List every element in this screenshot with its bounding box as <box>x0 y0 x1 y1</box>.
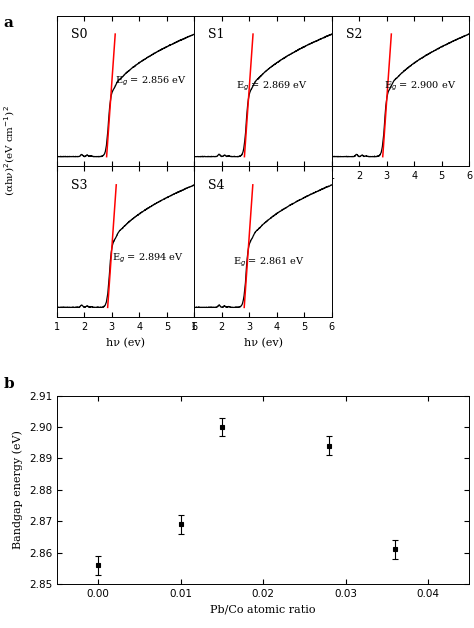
Y-axis label: Bandgap energy (eV): Bandgap energy (eV) <box>13 430 23 550</box>
X-axis label: hν (ev): hν (ev) <box>106 338 145 348</box>
Text: E$_g$ = 2.869 eV: E$_g$ = 2.869 eV <box>236 80 308 93</box>
Text: S4: S4 <box>208 178 225 192</box>
Text: b: b <box>4 377 14 391</box>
Text: E$_g$ = 2.894 eV: E$_g$ = 2.894 eV <box>112 251 184 265</box>
Text: S0: S0 <box>71 28 87 41</box>
Text: E$_g$ = 2.856 eV: E$_g$ = 2.856 eV <box>115 75 186 89</box>
X-axis label: hν (ev): hν (ev) <box>244 338 283 348</box>
Text: E$_g$ = 2.900 eV: E$_g$ = 2.900 eV <box>384 80 456 93</box>
Text: S2: S2 <box>346 28 362 41</box>
X-axis label: Pb/Co atomic ratio: Pb/Co atomic ratio <box>210 605 316 614</box>
Text: S3: S3 <box>71 178 87 192</box>
Text: (αhν)$^2$(eV cm$^{-1}$)$^2$: (αhν)$^2$(eV cm$^{-1}$)$^2$ <box>2 106 17 196</box>
Text: a: a <box>4 16 14 30</box>
Text: E$_g$ = 2.861 eV: E$_g$ = 2.861 eV <box>233 256 305 269</box>
Text: S1: S1 <box>208 28 225 41</box>
